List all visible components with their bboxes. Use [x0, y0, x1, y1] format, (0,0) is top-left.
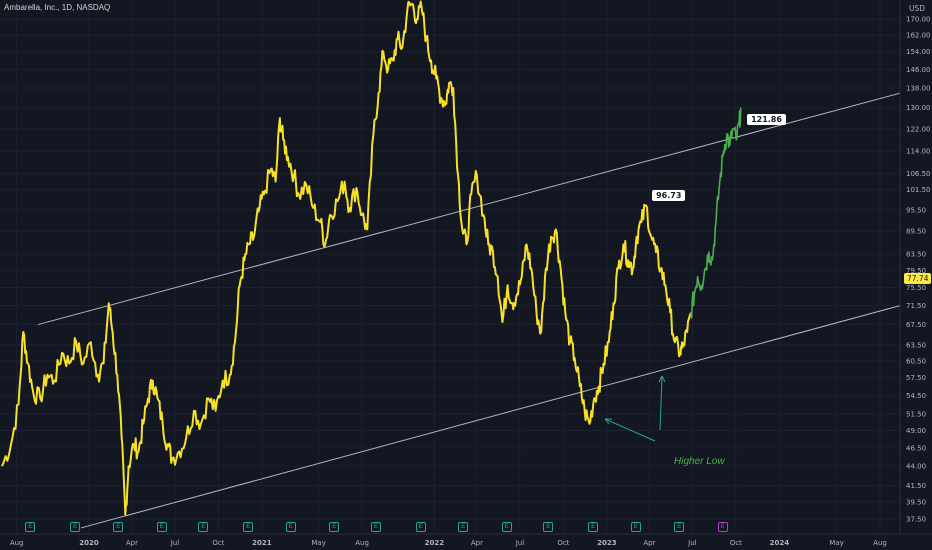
price-label-96-73: 96.73: [652, 189, 686, 201]
price-tick-label: 60.50: [906, 357, 926, 365]
time-tick-label: Aug: [355, 539, 369, 547]
earnings-marker[interactable]: E: [630, 522, 641, 532]
time-tick-label: Aug: [10, 539, 24, 547]
time-tick-label: Apr: [471, 539, 483, 547]
price-tick-label: 67.50: [906, 321, 926, 329]
price-tick-label: 75.50: [906, 284, 926, 292]
time-axis-panel: [0, 534, 932, 550]
earnings-marker[interactable]: E: [156, 522, 167, 532]
time-tick-label: 2020: [79, 539, 99, 547]
time-tick-label: 2022: [425, 539, 445, 547]
price-tick-label: 49.00: [906, 427, 926, 435]
earnings-marker[interactable]: E: [717, 522, 728, 532]
earnings-marker[interactable]: E: [329, 522, 340, 532]
earnings-marker[interactable]: E: [70, 522, 81, 532]
earnings-marker[interactable]: E: [543, 522, 554, 532]
price-tick-label: 57.50: [906, 374, 926, 382]
price-tick-label: 89.50: [906, 228, 926, 236]
price-tick-label: 44.00: [906, 463, 926, 471]
price-tick-label: 106.50: [906, 170, 931, 178]
price-tick-label: 41.50: [906, 482, 926, 490]
time-tick-label: Oct: [557, 539, 569, 547]
price-line-green: [690, 107, 742, 319]
earnings-marker[interactable]: E: [25, 522, 36, 532]
price-tick-label: 63.50: [906, 341, 926, 349]
earnings-marker[interactable]: E: [674, 522, 685, 532]
earnings-marker[interactable]: E: [415, 522, 426, 532]
time-tick-label: May: [311, 539, 325, 547]
price-tick-label: 114.00: [906, 148, 931, 156]
price-tick-label: 51.50: [906, 411, 926, 419]
price-tick-label: 46.50: [906, 444, 926, 452]
price-tick-label: 95.50: [906, 206, 926, 214]
time-tick-label: Apr: [126, 539, 138, 547]
time-tick-label: May: [829, 539, 843, 547]
earnings-marker[interactable]: E: [458, 522, 469, 532]
higher-low-text: Higher Low: [674, 456, 725, 467]
arrow-up-head: [658, 375, 666, 383]
earnings-marker[interactable]: E: [501, 522, 512, 532]
arrow-to-low-line: [604, 418, 656, 442]
price-tick-label: 130.00: [906, 104, 931, 112]
price-tick-label: 122.00: [906, 125, 931, 133]
price-tick-label: 138.00: [906, 84, 931, 92]
earnings-marker[interactable]: E: [370, 522, 381, 532]
time-tick-label: Oct: [730, 539, 742, 547]
time-tick-label: 2023: [597, 539, 617, 547]
price-tick-label: 154.00: [906, 48, 931, 56]
price-tick-label: 54.50: [906, 392, 926, 400]
time-tick-label: Jul: [515, 539, 525, 547]
price-tick-label: 162.00: [906, 31, 931, 39]
price-tick-label: 37.50: [906, 516, 926, 524]
annotation-arrows: [604, 375, 666, 442]
price-label-121-86: 121.86: [747, 114, 786, 126]
earnings-marker[interactable]: E: [285, 522, 296, 532]
price-tick-label: 71.50: [906, 302, 926, 310]
earnings-marker[interactable]: E: [243, 522, 254, 532]
channel-lines: [37, 92, 909, 529]
time-tick-label: Apr: [643, 539, 655, 547]
earnings-marker[interactable]: E: [113, 522, 124, 532]
arrow-up-line: [659, 375, 663, 431]
time-tick-label: Oct: [212, 539, 224, 547]
price-series: [1, 0, 742, 516]
price-tick-label: 146.00: [906, 66, 931, 74]
last-price-tag: 77.74: [904, 272, 932, 284]
time-tick-label: 2021: [252, 539, 272, 547]
price-tick-label: 101.50: [906, 186, 931, 194]
price-tick-label: 39.50: [906, 498, 926, 506]
arrow-to-low-head: [604, 418, 612, 425]
price-tick-label: 79.50: [906, 267, 926, 275]
earnings-marker[interactable]: E: [198, 522, 209, 532]
time-axis[interactable]: Aug 2020 Apr Jul Oct 2021 May Aug 2022 Apr Jul Oct 2…: [0, 533, 932, 550]
price-tick-label: 170.00: [906, 16, 931, 24]
time-tick-label: Jul: [687, 539, 697, 547]
price-tick-label: 83.50: [906, 251, 926, 259]
time-tick-label: Jul: [170, 539, 180, 547]
grid: [0, 0, 900, 534]
time-tick-label: Aug: [873, 539, 887, 547]
chart-title: Ambarella, Inc., 1D, NASDAQ: [4, 3, 111, 12]
time-tick-label: 2024: [770, 539, 790, 547]
currency-label: USD: [909, 4, 926, 13]
lower-channel-line: [80, 302, 909, 529]
price-line-yellow: [1, 0, 692, 516]
earnings-marker[interactable]: E: [588, 522, 599, 532]
